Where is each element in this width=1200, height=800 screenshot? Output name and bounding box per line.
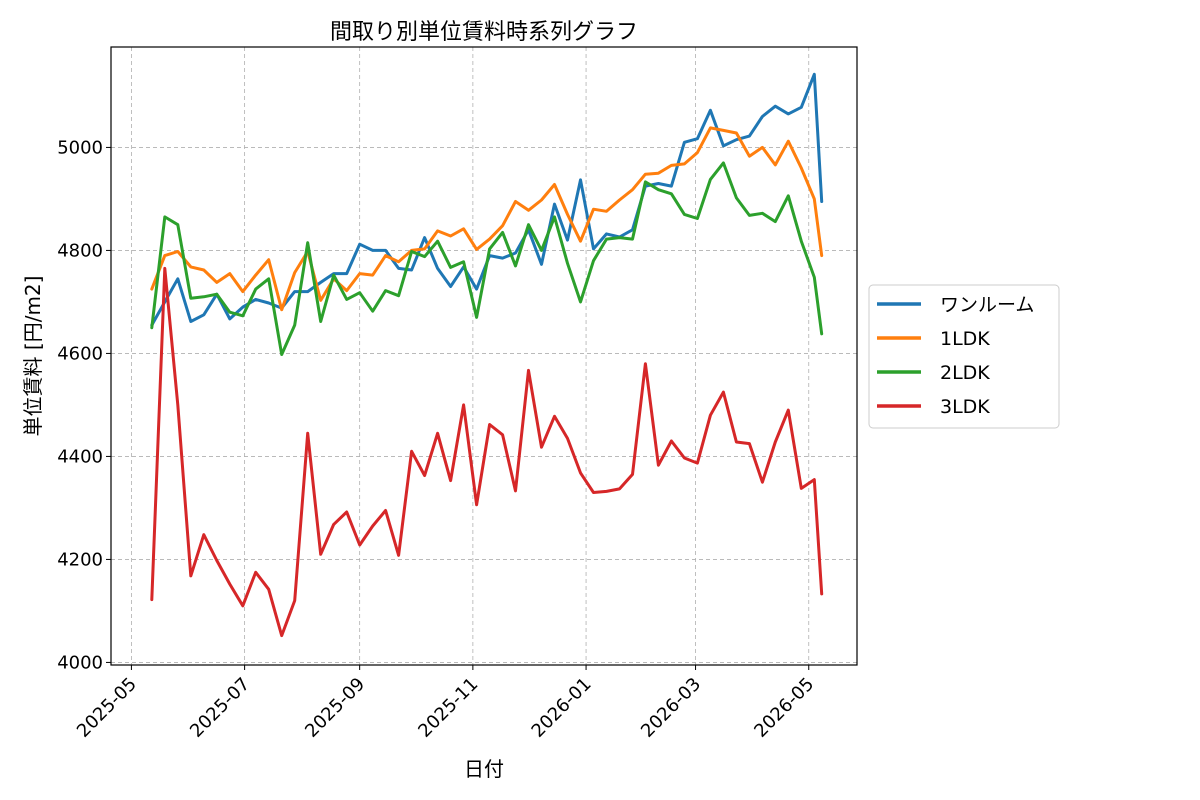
y-tick-label: 4800 bbox=[57, 240, 103, 261]
y-tick-label: 4400 bbox=[57, 446, 103, 467]
plot-lines bbox=[150, 72, 824, 638]
x-tick-label: 2026-01 bbox=[528, 674, 596, 742]
x-tick-label: 2025-05 bbox=[73, 674, 141, 742]
y-tick-label: 4200 bbox=[57, 549, 103, 570]
x-tick-label: 2025-11 bbox=[414, 674, 482, 742]
series-line-2 bbox=[150, 161, 824, 356]
legend-label: 3LDK bbox=[940, 396, 990, 418]
legend-label: ワンルーム bbox=[940, 294, 1034, 316]
y-axis-title: 単位賃料 [円/m2] bbox=[21, 276, 45, 437]
y-tick-label: 4000 bbox=[57, 652, 103, 673]
series-line-0 bbox=[150, 72, 824, 327]
x-tick-label: 2026-03 bbox=[637, 674, 705, 742]
legend-label: 1LDK bbox=[940, 328, 990, 350]
y-tick-label: 5000 bbox=[57, 137, 103, 158]
plot-frame bbox=[110, 46, 858, 666]
x-axis: 2025-05 2025-07 2025-09 2025-11 2026-01 2026-… bbox=[73, 665, 818, 742]
chart-title: 間取り別単位賃料時系列グラフ bbox=[330, 20, 638, 45]
x-axis-title: 日付 bbox=[464, 757, 504, 781]
legend-box bbox=[868, 284, 1060, 429]
y-axis: 4000 4200 4400 4600 4800 5000 bbox=[57, 137, 111, 673]
legend: ワンルーム 1LDK 2LDK 3LDK bbox=[868, 284, 1060, 429]
x-tick-label: 2026-05 bbox=[750, 674, 818, 742]
series-line-3 bbox=[150, 266, 824, 638]
y-tick-label: 4600 bbox=[57, 343, 103, 364]
series-line-1 bbox=[150, 126, 824, 312]
x-tick-label: 2025-07 bbox=[186, 674, 254, 742]
legend-label: 2LDK bbox=[940, 362, 990, 384]
x-tick-label: 2025-09 bbox=[301, 674, 369, 742]
